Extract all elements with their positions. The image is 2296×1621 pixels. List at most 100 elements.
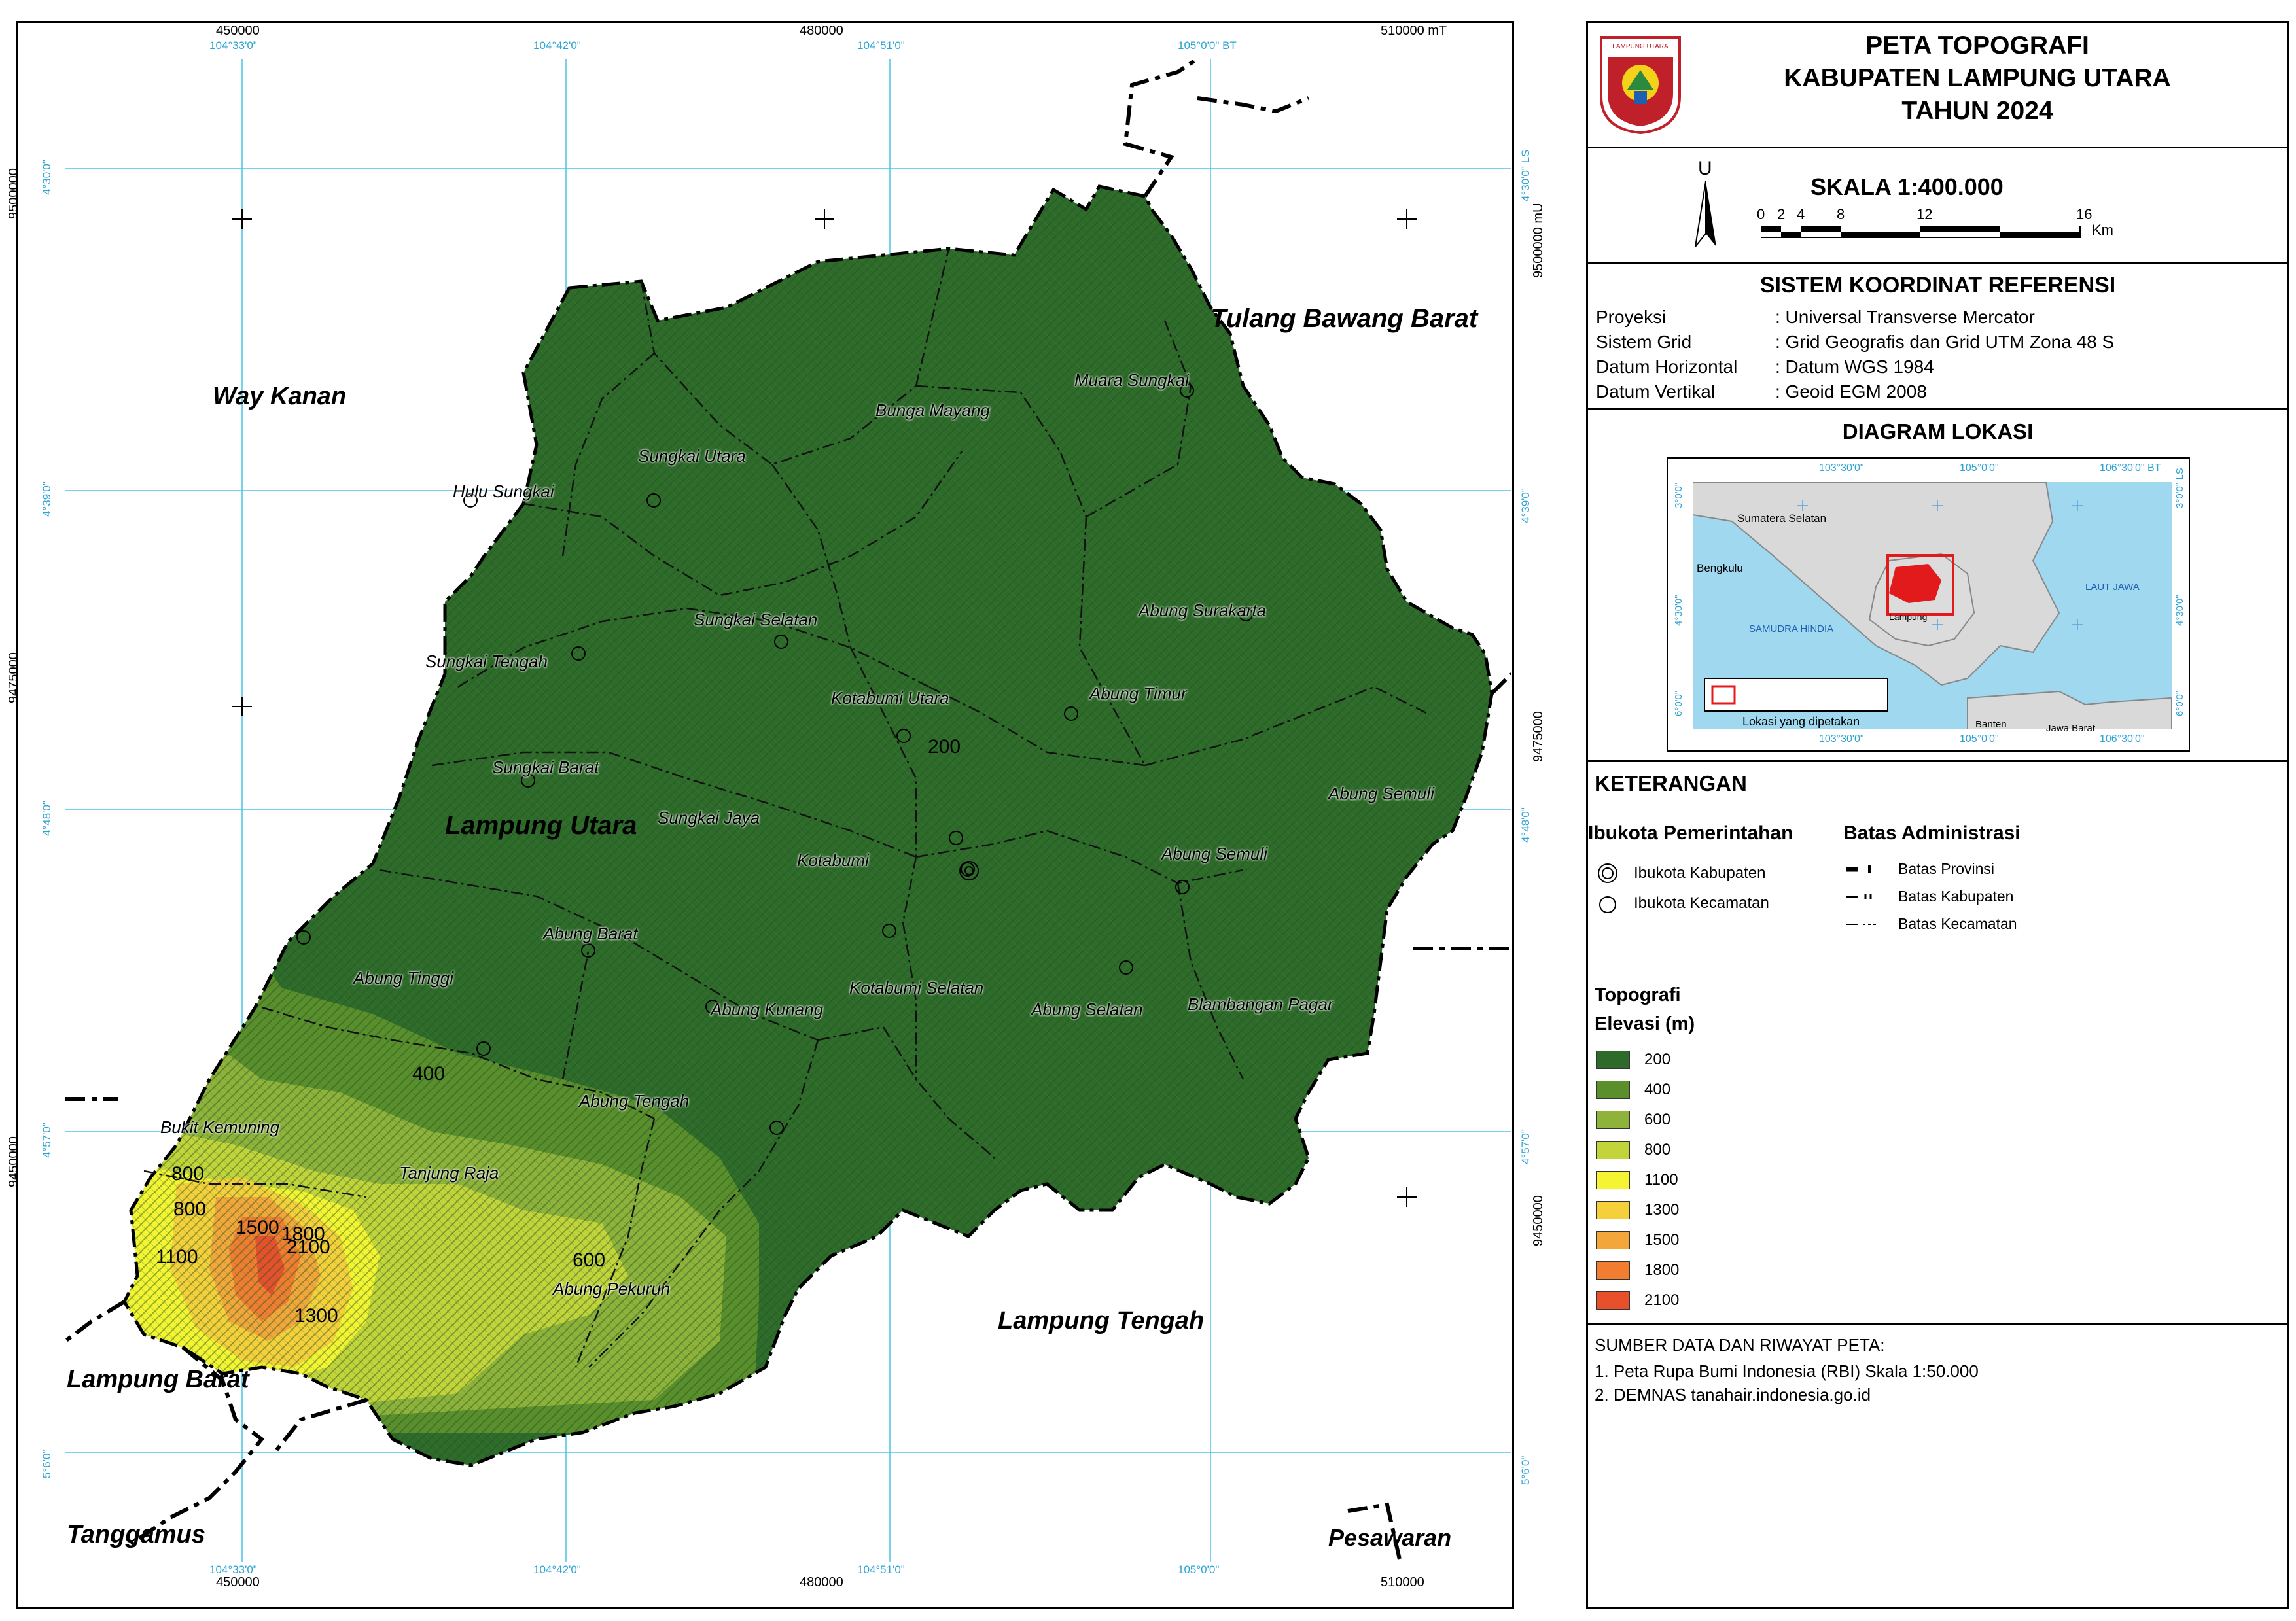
contour-label: 1300 [294, 1305, 338, 1327]
crs-key: Sistem Grid [1596, 332, 1692, 352]
contour-label: 1100 [156, 1246, 198, 1268]
title-line-2: KABUPATEN LAMPUNG UTARA [1784, 64, 2171, 92]
crs-key: Datum Horizontal [1596, 357, 1738, 377]
crs-key: Datum Vertikal [1596, 381, 1716, 402]
contour-label: 800 [171, 1163, 205, 1185]
inset-right-tick: 6°0'0" [2174, 690, 2185, 716]
legend-block: KETERANGAN Ibukota Pemerintahan Batas Ad… [1588, 762, 2287, 1325]
location-diagram-block: DIAGRAM LOKASI 103°30'0" 105°0'0" 106°30'0… [1588, 410, 2287, 762]
elevation-legend-item: 200 [1596, 1050, 1670, 1070]
scale-tick-label: 2 [1777, 206, 1786, 222]
district-label: Abung Tinggi [353, 968, 453, 988]
geo-top-label: 104°33'0" [209, 39, 257, 52]
elevation-legend-item: 1800 [1596, 1261, 1679, 1280]
district-label: Abung Semuli [1328, 784, 1434, 803]
boundary-provinsi-label: Batas Provinsi [1898, 860, 1995, 877]
district-label: Abung Selatan [1031, 1000, 1143, 1019]
district-label: Kotabumi Selatan [849, 978, 984, 998]
kecamatan-capital-icon [296, 930, 311, 945]
inset-place-label: SAMUDRA HINDIA [1749, 623, 1834, 635]
utm-top-label: 480000 [800, 24, 843, 38]
utm-left-label: 9475000 [7, 652, 21, 703]
capital-kabupaten-label: Ibukota Kabupaten [1634, 864, 1766, 882]
kecamatan-capital-icon [1119, 960, 1133, 975]
inset-bottom-tick: 105°0'0" [1960, 733, 1999, 744]
capital-title: Ibukota Pemerintahan [1588, 822, 1793, 844]
inset-left-tick: 3°0'0" [1673, 482, 1684, 508]
district-label: Kotabumi [797, 850, 869, 870]
contour-label: 400 [412, 1063, 446, 1085]
topographic-map[interactable] [65, 59, 1511, 1562]
crs-key: Proyeksi [1596, 307, 1667, 327]
elevation-swatch [1596, 1171, 1630, 1189]
kecamatan-capital-icon [581, 943, 595, 958]
geo-bottom-label: 104°51'0" [857, 1563, 905, 1576]
district-boundaries [143, 248, 1427, 1368]
north-arrow-icon [1694, 181, 1716, 247]
inset-place-label: Banten [1975, 719, 2007, 730]
utm-bottom-label: 450000 [216, 1575, 260, 1590]
geo-right-label: 5°6'0" [1519, 1455, 1532, 1485]
capital-kecamatan-label: Ibukota Kecamatan [1634, 894, 1769, 912]
elevation-label: 1100 [1644, 1171, 1678, 1189]
regency-boundary [122, 184, 1494, 1467]
crs-value: : Universal Transverse Mercator [1775, 307, 2035, 327]
utm-left-label: 9500000 [7, 168, 21, 219]
inset-top-tick: 106°30'0" BT [2100, 462, 2161, 474]
scale-bar [1761, 226, 2081, 238]
legend-title: KETERANGAN [1595, 771, 1747, 795]
geo-right-label: 4°57'0" [1519, 1129, 1532, 1164]
district-label: Sungkai Utara [638, 446, 746, 466]
boundary-title: Batas Administrasi [1843, 822, 2021, 844]
inset-frame [1667, 457, 2190, 752]
elevation-swatch [1596, 1141, 1630, 1159]
elevation-label: 400 [1644, 1081, 1671, 1098]
crs-value: : Grid Geografis dan Grid UTM Zona 48 S [1775, 332, 2115, 352]
kecamatan-capital-icon [1239, 607, 1253, 621]
elevation-swatch [1596, 1231, 1630, 1249]
kecamatan-capital-icon [896, 729, 911, 743]
kecamatan-capital-icon [705, 1000, 720, 1014]
geo-bottom-label: 105°0'0" [1178, 1563, 1220, 1576]
utm-left-label: 9450000 [7, 1136, 21, 1187]
district-label: Tanjung Raja [399, 1163, 499, 1183]
district-label: Sungkai Barat [492, 758, 599, 777]
elevation-swatch [1596, 1291, 1630, 1310]
geo-right-label: 4°48'0" [1519, 807, 1532, 843]
elevation-label: 2100 [1644, 1291, 1680, 1309]
elevation-label: 800 [1644, 1141, 1671, 1159]
title-line-3: TAHUN 2024 [1901, 97, 2053, 125]
geo-left-label: 4°57'0" [41, 1123, 53, 1158]
inset-top-tick: 103°30'0" [1819, 462, 1864, 474]
elevation-legend-item: 800 [1596, 1140, 1670, 1160]
inset-place-label: LAUT JAWA [2085, 582, 2140, 593]
geo-left-label: 4°39'0" [41, 481, 53, 517]
elevation-legend-item: 1300 [1596, 1200, 1679, 1220]
district-label: Abung Timur [1089, 684, 1187, 703]
kecamatan-capital-icon [476, 1041, 491, 1056]
geo-top-label: 104°42'0" [533, 39, 581, 52]
sources-title: SUMBER DATA DAN RIWAYAT PETA: [1595, 1335, 1885, 1355]
district-label: Abung Surakarta [1139, 601, 1267, 620]
geo-bottom-label: 104°33'0" [209, 1563, 257, 1576]
legend-panel: LAMPUNG UTARA PETA TOPOGRAFI KABUPATEN L… [1586, 21, 2289, 1609]
geo-right-label: 4°39'0" [1519, 488, 1532, 523]
contour-label: 200 [928, 736, 961, 758]
district-label: Kotabumi Utara [831, 688, 949, 708]
district-label: Abung Pekurun [553, 1279, 671, 1299]
province-boundary [65, 59, 1511, 1562]
neighbor-label: Lampung Tengah [998, 1307, 1205, 1334]
contour-label: 2100 [287, 1236, 330, 1258]
scale-unit: Km [2092, 222, 2113, 238]
utm-top-label: 450000 [216, 24, 260, 38]
inset-place-label: Bengkulu [1697, 562, 1743, 574]
location-diagram-title: DIAGRAM LOKASI [1842, 419, 2034, 444]
scale-tick-label: 0 [1757, 206, 1765, 222]
inset-right-tick: 3°0'0" LS [2174, 468, 2185, 508]
regency-label: Lampung Utara [445, 811, 637, 840]
district-label: Bunga Mayang [875, 400, 990, 420]
crs-value: : Datum WGS 1984 [1775, 357, 1934, 377]
topo-title: Topografi [1595, 985, 1681, 1005]
geo-left-label: 4°30'0" [41, 160, 53, 195]
neighbor-label: Lampung Barat [67, 1366, 249, 1393]
